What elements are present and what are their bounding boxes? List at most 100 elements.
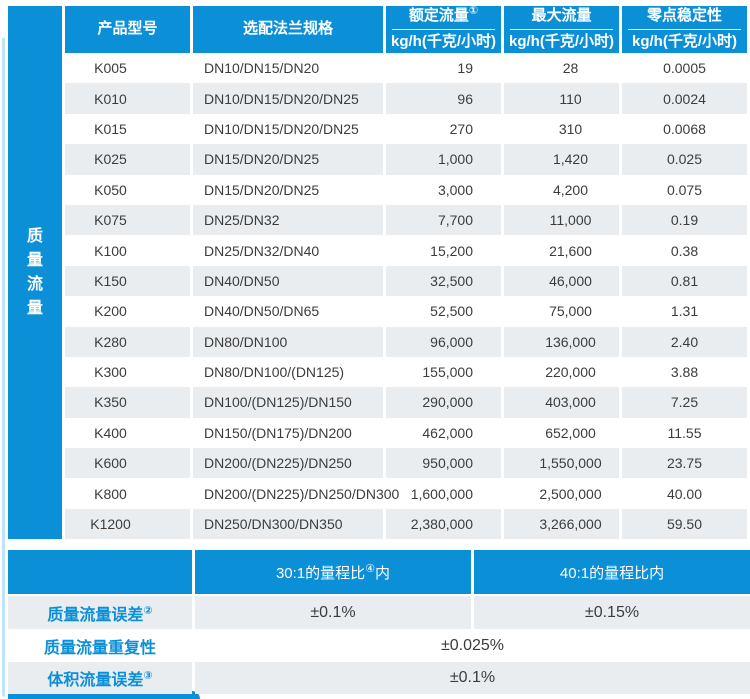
cell-rated-flow: 290,000 — [386, 387, 501, 418]
cell-max-flow: 11,000 — [504, 204, 619, 236]
cell-rated-flow: 950,000 — [386, 448, 501, 479]
cell-rated-flow: 19 — [457, 60, 473, 77]
cell-flange-spec: DN100/(DN125)/DN150 — [193, 387, 383, 418]
cell-max-flow: 652,000 — [545, 424, 596, 441]
spec-table: 质量流量 产品型号 选配法兰规格 额定流量① kg/h(千克/小时) 最大流量 … — [8, 6, 750, 540]
cell-flange-spec: DN25/DN32/DN40 — [204, 242, 320, 259]
cell-product-model: K050 — [94, 181, 127, 198]
accuracy-corner-cell — [8, 550, 192, 594]
cell-max-flow: 28 — [562, 60, 579, 77]
cell-product-model: K100 — [94, 242, 127, 259]
cell-max-flow: 2,500,000 — [539, 485, 602, 502]
header-max-flow-title: 最大流量 — [531, 7, 592, 25]
cell-flange-spec: DN250/DN300/DN350 — [193, 508, 383, 540]
cell-product-model: K800 — [94, 485, 127, 502]
cell-flange-spec: DN10/DN15/DN20/DN25 — [193, 83, 383, 114]
cell-flange-spec: DN25/DN32 — [193, 204, 383, 236]
left-edge-accent — [2, 38, 5, 697]
header-rated-flow-title: 额定流量① — [408, 5, 479, 25]
cell-product-model: K150 — [65, 265, 190, 297]
header-product-model: 产品型号 — [65, 6, 190, 53]
cell-max-flow: 136,000 — [504, 326, 619, 357]
footnote-1-marker: ① — [468, 5, 479, 18]
header-rated-flow-unit: kg/h(千克/小时) — [391, 33, 496, 50]
next-section-peek-bar — [8, 691, 200, 699]
value-mass-flow-error-30: ±0.1% — [195, 596, 471, 629]
header-flange-spec-text: 选配法兰规格 — [242, 20, 333, 38]
label-volume-flow-error: 体积流量误差③ — [8, 662, 192, 694]
cell-zero-stability: 0.075 — [666, 181, 703, 198]
header-turndown-40: 40:1的量程比内 — [474, 550, 750, 594]
cell-rated-flow: 462,000 — [422, 424, 473, 441]
header-divider — [391, 29, 496, 30]
cell-flange-spec: DN80/DN100/(DN125) — [204, 364, 345, 381]
cell-zero-stability: 0.38 — [670, 242, 699, 259]
cell-rated-flow: 52,500 — [430, 303, 473, 320]
cell-zero-stability: 23.75 — [622, 448, 747, 479]
cell-rated-flow: 270 — [449, 120, 473, 137]
cell-max-flow: 46,000 — [504, 265, 619, 297]
cell-zero-stability: 2.40 — [622, 326, 747, 357]
cell-flange-spec: DN150/(DN175)/DN200 — [204, 424, 352, 441]
cell-product-model: K300 — [94, 364, 127, 381]
cell-product-model: K280 — [65, 326, 190, 357]
cell-rated-flow: 7,700 — [386, 204, 501, 236]
cell-max-flow: 4,200 — [552, 181, 589, 198]
footnote-3-marker: ③ — [143, 670, 153, 682]
value-volume-flow-error: ±0.1% — [195, 662, 750, 694]
cell-product-model: K010 — [65, 83, 190, 114]
header-max-flow-unit: kg/h(千克/小时) — [509, 33, 614, 50]
cell-flange-spec: DN200/(DN225)/DN250 — [193, 448, 383, 479]
cell-product-model: K200 — [94, 303, 127, 320]
value-mass-flow-repeatability: ±0.025% — [440, 636, 505, 654]
group-label-char: 质 — [26, 227, 43, 245]
cell-rated-flow: 1,000 — [386, 144, 501, 175]
header-turndown-30: 30:1的量程比④内 — [195, 550, 471, 594]
cell-rated-flow: 155,000 — [422, 364, 473, 381]
cell-zero-stability: 0.0068 — [663, 120, 706, 137]
cell-product-model: K025 — [65, 144, 190, 175]
cell-flange-spec: DN40/DN50 — [193, 265, 383, 297]
cell-flange-spec: DN10/DN15/DN20 — [204, 60, 320, 77]
cell-flange-spec: DN10/DN15/DN20/DN25 — [204, 120, 359, 137]
cell-product-model: K015 — [94, 120, 127, 137]
header-product-model-text: 产品型号 — [97, 20, 158, 38]
cell-max-flow: 110 — [504, 83, 619, 114]
cell-zero-stability: 7.25 — [622, 387, 747, 418]
label-mass-flow-repeatability: 质量流量重复性 — [43, 639, 156, 657]
cell-product-model: K600 — [65, 448, 190, 479]
cell-max-flow: 1,550,000 — [504, 448, 619, 479]
footnote-2-marker: ② — [143, 604, 153, 617]
cell-product-model: K075 — [65, 204, 190, 236]
header-flange-spec: 选配法兰规格 — [193, 6, 383, 53]
footnote-4-marker: ④ — [365, 562, 376, 575]
cell-product-model: K400 — [94, 424, 127, 441]
cell-flange-spec: DN80/DN100 — [193, 326, 383, 357]
cell-max-flow: 3,266,000 — [504, 508, 619, 540]
cell-rated-flow: 96 — [386, 83, 501, 114]
cell-flange-spec: DN15/DN20/DN25 — [204, 181, 320, 198]
cell-zero-stability: 0.19 — [622, 204, 747, 236]
cell-flange-spec: DN15/DN20/DN25 — [193, 144, 383, 175]
cell-max-flow: 21,600 — [549, 242, 592, 259]
label-mass-flow-error: 质量流量误差② — [8, 596, 192, 629]
header-divider — [509, 29, 614, 30]
cell-rated-flow: 3,000 — [437, 181, 473, 198]
header-max-flow: 最大流量 kg/h(千克/小时) — [504, 6, 619, 53]
cell-zero-stability: 11.55 — [667, 424, 702, 441]
cell-zero-stability: 3.88 — [670, 364, 699, 381]
cell-product-model: K350 — [65, 387, 190, 418]
cell-max-flow: 403,000 — [504, 387, 619, 418]
cell-rated-flow: 2,380,000 — [386, 508, 501, 540]
accuracy-table: 30:1的量程比④内 40:1的量程比内 质量流量误差② ±0.1% ±0.15… — [8, 550, 750, 694]
cell-rated-flow: 15,200 — [430, 242, 473, 259]
cell-product-model: K005 — [94, 60, 127, 77]
header-rated-flow: 额定流量① kg/h(千克/小时) — [386, 6, 501, 53]
cell-zero-stability: 40.00 — [666, 485, 703, 502]
cell-max-flow: 1,420 — [504, 144, 619, 175]
cell-max-flow: 220,000 — [545, 364, 596, 381]
cell-rated-flow: 32,500 — [386, 265, 501, 297]
header-zero-stability-title: 零点稳定性 — [646, 7, 722, 25]
cell-flange-spec: DN40/DN50/DN65 — [204, 303, 320, 320]
